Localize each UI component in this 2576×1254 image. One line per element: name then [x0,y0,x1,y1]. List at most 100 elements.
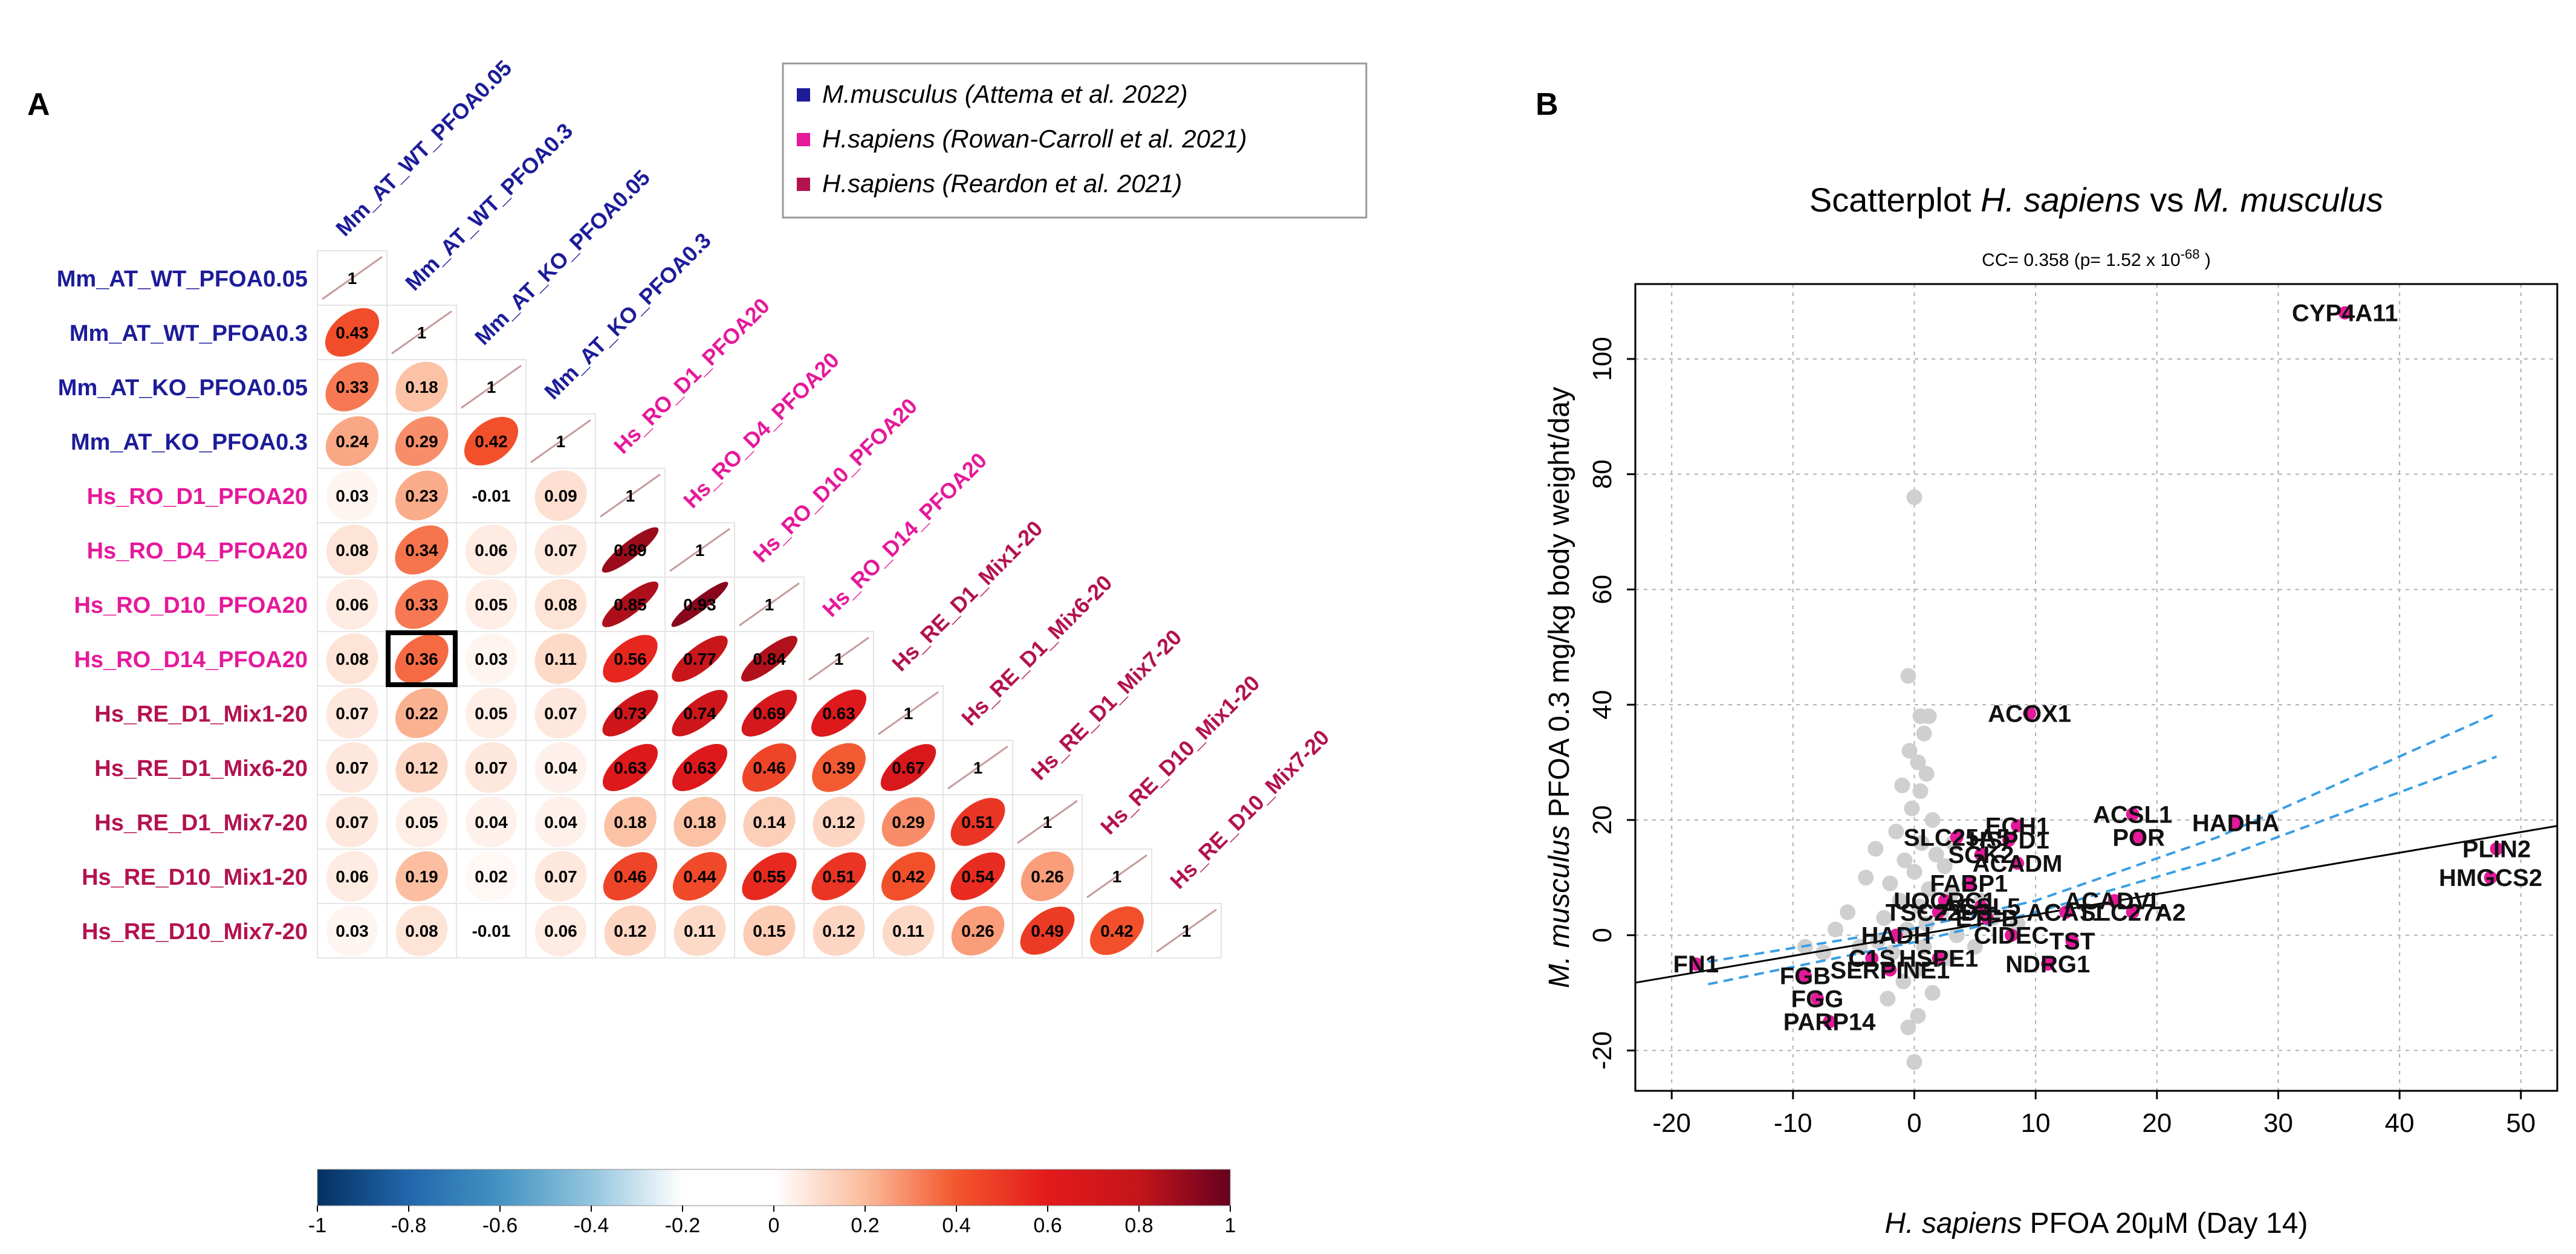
correlation-value: 0.51 [961,813,994,832]
gene-label: SLC25A5 [1904,824,2010,851]
correlation-ellipse [534,579,587,630]
correlation-ellipse [950,852,1005,900]
correlation-value: 0.63 [683,758,716,777]
colorbar: -1 -0.8 -0.6 -0.4 -0.2 0 0.2 0.4 0.6 0.8 1 [308,1169,1236,1237]
diagonal-label: 1 [765,595,774,614]
gene-label: PLIN2 [2462,836,2531,863]
panel-label-b: B [1536,87,1559,122]
correlation-ellipse [534,524,587,576]
correlation-ellipse [465,578,517,630]
x-tick-label: -10 [1774,1108,1812,1138]
gene-label: ACAT1 [2026,899,2105,926]
correlation-value: 0.03 [475,650,508,668]
correlation-value: 0.15 [753,922,786,940]
gene-label: HSPD1 [1968,827,2049,854]
correlation-value: 0.06 [336,867,369,886]
correlation-ellipse [880,744,936,791]
background-point [1899,922,1915,937]
gene-point [2229,816,2243,830]
gene-point [1823,1015,1837,1029]
background-point [1888,823,1904,839]
scatter-title: Scatterplot H. sapiens vs M. musculus [1809,181,2383,219]
correlation-ellipse [811,852,866,900]
diagonal-ellipse [600,473,661,518]
correlation-value: 0.04 [544,758,577,777]
correlation-value: -0.01 [472,486,511,505]
correlation-ellipse [395,525,449,575]
colorbar-tick-label: 0.4 [942,1214,970,1237]
gene-label: TSC22D3 [1886,899,1992,926]
correlation-ellipse [465,742,517,793]
correlation-value: 0.29 [892,813,925,832]
legend-label-mm: M.musculus (Attema et al. 2022) [822,80,1188,108]
gene-label: SGK2 [1948,842,2014,868]
gene-point [2005,928,2019,942]
row-label: Hs_RO_D10_PFOA20 [74,593,308,618]
y-tick-label: 100 [1588,337,1617,381]
correlation-value: 0.29 [405,432,438,451]
x-tick-label: 50 [2506,1108,2535,1138]
diagonal-label: 1 [1182,922,1192,940]
background-point [1876,910,1892,926]
background-point [1924,984,1941,1001]
gene-label: ACADVL [2064,888,2165,914]
y-axis-label-part: PFOA 0.3 mg/kg body weight/day [1543,387,1575,826]
row-label: Hs_RE_D10_Mix7-20 [82,919,308,945]
correlation-value: 0.12 [822,922,855,940]
correlation-value: 0.49 [1031,922,1064,940]
correlation-ellipse [395,742,448,793]
gene-point [1810,992,1824,1006]
correlation-ellipse [534,470,587,521]
correlation-ellipse [672,743,728,792]
confidence-band-lower [1708,755,2497,986]
correlation-ellipse [812,743,866,792]
background-point [1828,922,1844,937]
gene-label: ETFB [1956,905,2019,932]
correlation-value: 0.77 [683,650,716,668]
correlation-value: 0.08 [544,595,577,614]
background-point [1918,766,1935,782]
correlation-value: 0.11 [545,650,577,668]
correlation-value: 0.74 [683,704,716,723]
correlation-value: 0.19 [405,867,438,886]
correlation-ellipse [882,905,935,956]
correlation-ellipse [811,689,867,737]
correlation-ellipse [325,416,379,467]
gene-label: ACADM [1973,850,2063,877]
correlation-ellipse [604,797,657,847]
correlation-ellipse [672,635,728,682]
diagonal-ellipse [878,691,939,735]
correlation-value: 0.08 [336,541,369,560]
background-point [1936,858,1953,874]
colorbar-tick-label: -1 [308,1214,326,1237]
correlation-value: 0.93 [683,595,716,614]
row-label: Hs_RE_D1_Mix6-20 [94,756,308,781]
x-tick-label: 0 [1907,1108,1921,1138]
correlation-ellipse [881,852,936,901]
correlation-value: 0.11 [892,922,924,940]
y-axis-label: M. musculus PFOA 0.3 mg/kg body weight/d… [1543,387,1575,988]
gene-point [2023,706,2037,720]
correlation-value: 0.06 [544,922,577,940]
correlation-value: 0.07 [544,867,577,886]
correlation-value: 0.84 [753,650,786,668]
diagonal-label: 1 [834,650,844,668]
correlation-ellipse [602,743,658,792]
correlation-value: 0.12 [614,922,647,940]
correlation-value: 0.11 [684,922,716,940]
correlation-ellipse [603,635,658,683]
confidence-band-upper [1708,712,2497,963]
diagonal-label: 1 [348,269,357,288]
colorbar-tick-label: -0.2 [665,1214,701,1237]
correlation-value: 0.22 [405,704,438,723]
gene-point [1938,894,1951,908]
correlation-value: 0.07 [475,758,508,777]
correlation-ellipse [465,687,517,739]
correlation-ellipse [395,470,449,521]
gene-point [1932,951,1945,965]
correlation-ellipse [534,633,587,684]
scatter-title-part: Scatterplot [1809,181,1981,219]
legend: M.musculus (Attema et al. 2022) H.sapien… [782,62,1367,219]
correlation-value: 0.03 [336,486,369,505]
